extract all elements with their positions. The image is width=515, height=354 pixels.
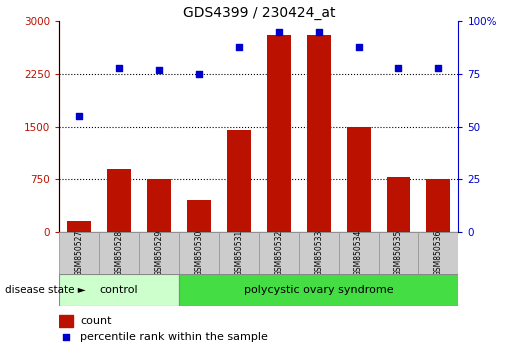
Bar: [347, 127, 370, 232]
FancyBboxPatch shape: [418, 232, 458, 274]
Text: percentile rank within the sample: percentile rank within the sample: [80, 332, 268, 342]
Bar: [386, 177, 410, 232]
Title: GDS4399 / 230424_at: GDS4399 / 230424_at: [182, 6, 335, 20]
Text: GSM850535: GSM850535: [394, 230, 403, 276]
Bar: [307, 35, 331, 232]
Bar: [107, 169, 131, 232]
Bar: [227, 130, 251, 232]
Bar: [147, 179, 171, 232]
FancyBboxPatch shape: [59, 274, 179, 306]
Text: GSM850533: GSM850533: [314, 230, 323, 276]
Point: [354, 44, 363, 49]
Bar: [187, 200, 211, 232]
Text: GSM850527: GSM850527: [75, 230, 83, 276]
Bar: [267, 35, 290, 232]
Point: [62, 334, 70, 340]
Bar: [67, 221, 91, 232]
Text: GSM850534: GSM850534: [354, 230, 363, 276]
Point: [155, 67, 163, 73]
Text: GSM850536: GSM850536: [434, 230, 443, 276]
Text: GSM850530: GSM850530: [195, 230, 203, 276]
Bar: [426, 179, 450, 232]
FancyBboxPatch shape: [59, 232, 99, 274]
Text: count: count: [80, 316, 112, 326]
FancyBboxPatch shape: [379, 232, 418, 274]
Text: GSM850532: GSM850532: [274, 230, 283, 276]
FancyBboxPatch shape: [179, 232, 219, 274]
Point: [434, 65, 442, 70]
FancyBboxPatch shape: [219, 232, 259, 274]
Text: control: control: [100, 285, 139, 295]
FancyBboxPatch shape: [179, 274, 458, 306]
Point: [115, 65, 123, 70]
Text: polycystic ovary syndrome: polycystic ovary syndrome: [244, 285, 393, 295]
Point: [274, 29, 283, 35]
Text: GSM850529: GSM850529: [154, 230, 163, 276]
Point: [235, 44, 243, 49]
Text: GSM850531: GSM850531: [234, 230, 243, 276]
Point: [394, 65, 403, 70]
FancyBboxPatch shape: [299, 232, 339, 274]
FancyBboxPatch shape: [339, 232, 379, 274]
FancyBboxPatch shape: [139, 232, 179, 274]
FancyBboxPatch shape: [99, 232, 139, 274]
FancyBboxPatch shape: [259, 232, 299, 274]
Point: [315, 29, 323, 35]
Point: [195, 71, 203, 77]
Text: GSM850528: GSM850528: [115, 230, 124, 276]
Bar: [59, 315, 73, 327]
Text: disease state ►: disease state ►: [5, 285, 86, 295]
Point: [75, 113, 83, 119]
